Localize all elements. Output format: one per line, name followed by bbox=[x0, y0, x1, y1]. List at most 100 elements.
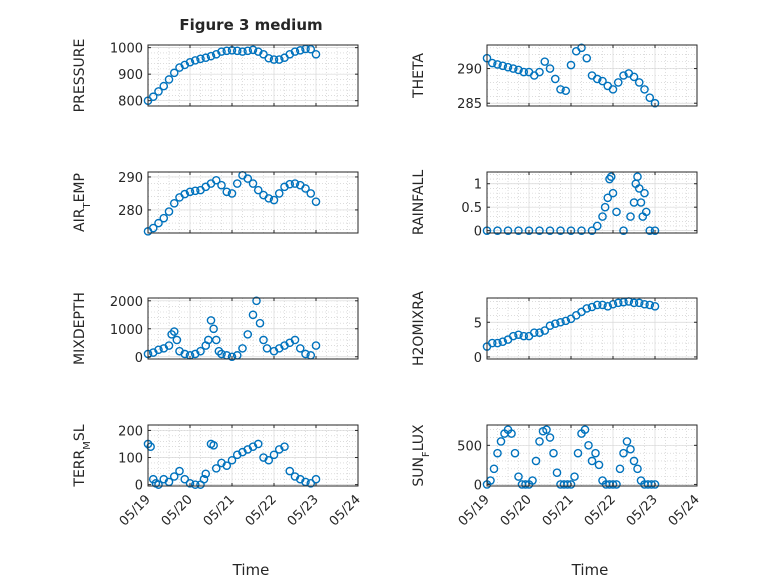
data-point bbox=[301, 349, 310, 359]
data-point bbox=[528, 476, 537, 485]
data-point bbox=[550, 319, 560, 328]
data-point bbox=[603, 193, 613, 203]
data-point bbox=[545, 321, 555, 331]
data-point bbox=[290, 179, 300, 188]
data-point bbox=[619, 71, 628, 80]
data-point bbox=[211, 335, 221, 345]
y-label-tail: LUX bbox=[411, 424, 427, 451]
x-tick-label: 05/23 bbox=[624, 492, 661, 529]
data-point bbox=[615, 464, 625, 474]
y-label-main: MIXDEPTH bbox=[72, 292, 88, 365]
data-point bbox=[626, 212, 635, 221]
y-label-subscript: T bbox=[82, 202, 93, 210]
y-label-tail: SL bbox=[72, 424, 88, 441]
data-point bbox=[592, 74, 602, 84]
data-point bbox=[227, 352, 237, 362]
data-point bbox=[306, 44, 316, 54]
x-tick-label: 05/21 bbox=[201, 492, 238, 529]
data-point bbox=[199, 474, 209, 484]
data-point bbox=[232, 179, 242, 188]
y-tick-label: 1 bbox=[474, 178, 482, 193]
y-tick-label: 800 bbox=[118, 95, 143, 110]
data-point bbox=[580, 425, 590, 434]
data-point bbox=[269, 55, 279, 64]
data-point bbox=[262, 344, 272, 353]
y-label-main: SUN bbox=[411, 457, 427, 487]
data-point bbox=[301, 184, 310, 193]
axes-frame bbox=[486, 171, 698, 234]
data-point bbox=[311, 474, 321, 484]
data-point bbox=[148, 92, 158, 102]
data-point bbox=[238, 47, 247, 56]
data-point bbox=[306, 189, 316, 198]
data-point bbox=[641, 207, 651, 217]
y-tick-label: 0 bbox=[474, 351, 482, 366]
data-point bbox=[503, 62, 513, 72]
data-point bbox=[169, 199, 179, 208]
data-point bbox=[514, 65, 523, 75]
data-point bbox=[587, 302, 597, 312]
y-tick-label: 290 bbox=[457, 63, 482, 78]
data-point bbox=[582, 53, 592, 63]
data-point bbox=[598, 300, 607, 310]
data-point bbox=[493, 226, 502, 235]
data-point bbox=[650, 480, 660, 489]
data-point bbox=[493, 338, 502, 348]
data-point bbox=[196, 54, 205, 64]
subplot-4: 0 0.5 1 RAINFALL bbox=[411, 170, 698, 240]
data-point bbox=[545, 226, 555, 235]
data-point bbox=[487, 58, 497, 68]
data-point bbox=[619, 226, 628, 235]
figure-title: Figure 3 medium bbox=[179, 16, 322, 34]
x-tick-label: 05/20 bbox=[498, 492, 535, 529]
data-point bbox=[591, 448, 600, 458]
data-point bbox=[311, 197, 321, 206]
x-tick-label: 05/22 bbox=[243, 492, 280, 529]
subplot-5: 0 1000 2000 MIXDEPTH bbox=[72, 292, 359, 366]
data-point bbox=[148, 223, 158, 233]
data-point bbox=[508, 331, 518, 341]
data-point bbox=[180, 189, 190, 199]
data-point bbox=[264, 194, 274, 203]
data-point bbox=[606, 172, 616, 181]
x-tick-label: 05/19 bbox=[117, 492, 154, 529]
data-point bbox=[629, 456, 639, 466]
data-point bbox=[243, 46, 253, 56]
data-point bbox=[290, 335, 300, 345]
data-point bbox=[531, 456, 541, 466]
data-point bbox=[295, 344, 305, 353]
data-point bbox=[540, 326, 550, 335]
data-point bbox=[274, 189, 284, 198]
axes-frame bbox=[147, 424, 359, 487]
data-point bbox=[217, 180, 226, 190]
data-point bbox=[222, 187, 232, 197]
data-point bbox=[154, 218, 163, 228]
data-point bbox=[650, 226, 660, 235]
y-tick-label: 285 bbox=[457, 97, 482, 112]
y-label-main: H2OMIXRA bbox=[411, 291, 427, 366]
data-point bbox=[185, 478, 195, 488]
data-point bbox=[598, 76, 607, 86]
data-point bbox=[264, 455, 274, 465]
data-point bbox=[201, 469, 211, 479]
data-point bbox=[295, 46, 305, 55]
y-axis-label: TERRMSL bbox=[72, 424, 93, 487]
data-point bbox=[645, 226, 655, 235]
data-point bbox=[248, 45, 258, 55]
data-point bbox=[645, 93, 655, 102]
data-point bbox=[587, 456, 597, 466]
data-point bbox=[545, 433, 555, 442]
data-point bbox=[209, 324, 218, 334]
data-point bbox=[519, 67, 529, 77]
data-point bbox=[633, 464, 642, 474]
data-point bbox=[159, 81, 169, 91]
data-point bbox=[640, 85, 649, 94]
data-point bbox=[269, 195, 279, 205]
data-point bbox=[222, 46, 232, 56]
data-point bbox=[633, 172, 642, 181]
data-point bbox=[584, 441, 593, 450]
data-point bbox=[600, 202, 610, 212]
data-point bbox=[206, 316, 216, 325]
data-point bbox=[280, 442, 289, 451]
data-point bbox=[619, 297, 628, 307]
